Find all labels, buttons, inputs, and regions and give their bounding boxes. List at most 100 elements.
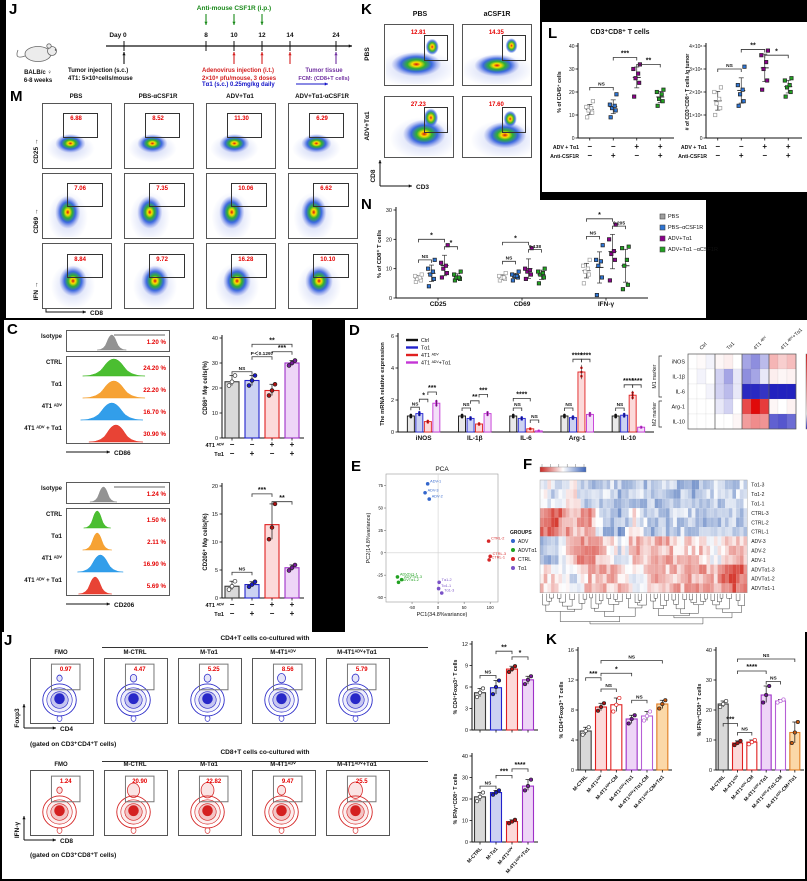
hist-row-label: 4T1 ᴬᴰⱽ: [41, 404, 62, 410]
svg-text:+: +: [611, 151, 616, 160]
panel-L-title: CD3⁺CD8⁺ T cells: [590, 29, 650, 36]
svg-text:4T1 ᴬᴰⱽ: 4T1 ᴬᴰⱽ: [205, 601, 224, 609]
svg-text:Ctrl: Ctrl: [421, 338, 429, 344]
svg-text:FMO: FMO: [54, 762, 68, 768]
svg-text:+: +: [290, 449, 295, 458]
svg-text:*: *: [450, 240, 453, 247]
cd4-cocultured-header: CD4+T cells co-cultured with: [220, 635, 310, 642]
contour-flow-plot: 5.79: [326, 658, 390, 724]
panel-bg-schema: [6, 0, 358, 88]
svg-text:IL-6: IL-6: [520, 435, 532, 442]
svg-text:40: 40: [706, 648, 712, 654]
gate-percentage: 11.30: [234, 116, 249, 123]
svg-text:Tα1: Tα1: [214, 452, 224, 458]
gate-percentage: 9.47: [281, 779, 294, 786]
panel-letter-N: N: [361, 196, 372, 213]
pca-plot: PCA -50 0 50 100 -50 -25 0 25 50 75 PC1(34.8%varian…: [366, 466, 506, 618]
pca-legend: GROUPS ADV ADVTα1 CTRL Tα1: [510, 530, 537, 572]
flow-plot: 12.81: [384, 24, 454, 86]
panel-letter-M: M: [10, 88, 23, 105]
svg-text:ADVTα1-1: ADVTα1-1: [400, 572, 418, 576]
svg-text:ADVTα1-3: ADVTα1-3: [404, 575, 422, 579]
svg-text:NS: NS: [485, 780, 492, 786]
svg-text:***: ***: [621, 51, 629, 58]
svg-text:5: 5: [215, 568, 218, 574]
svg-text:0: 0: [215, 436, 218, 442]
panelJ2-deco: FMO FMO M-CTRL M-CTRL M-Tα1 M-Tα1 M-4T1ᴬᴰⱽ M-4T…: [14, 648, 378, 845]
chart-K2-ifng-cd8: 0 10 20 30 40 % IFNγ⁺CD8⁺ T cells *** NS **** NS N…: [697, 647, 804, 810]
cd8-header-line: [102, 761, 428, 762]
hist-row-label: 4T1 ᴬᴰⱽ: [41, 556, 62, 562]
flowK-deco: PBS aCSF1R PBS ADV+Tα1 CD8 CD3: [364, 11, 510, 191]
svg-text:2.11 %: 2.11 %: [147, 539, 166, 546]
svg-text:IFN-γ: IFN-γ: [598, 301, 615, 308]
svg-text:ADVTα1-1: ADVTα1-1: [751, 586, 775, 592]
svg-text:100: 100: [487, 605, 495, 610]
flow-plot: 27.23: [384, 96, 454, 158]
svg-text:****: ****: [516, 392, 527, 399]
svg-text:20: 20: [569, 90, 575, 96]
svg-text:+: +: [634, 142, 639, 151]
gate-percentage: 5.79: [355, 667, 368, 674]
svg-text:*: *: [775, 48, 778, 55]
svg-text:# of CD3⁺CD8⁺ T cells /g tumor: # of CD3⁺CD8⁺ T cells /g tumor: [685, 54, 691, 131]
svg-text:Tα1 (s.c.) 0.25mg/kg daily: Tα1 (s.c.) 0.25mg/kg daily: [202, 82, 275, 88]
svg-text:FMO: FMO: [54, 650, 68, 656]
gate-percentage: 0.97: [59, 667, 72, 674]
svg-text:CD206⁺ Mφ cells(%): CD206⁺ Mφ cells(%): [202, 513, 209, 570]
svg-text:12: 12: [462, 642, 468, 648]
svg-text:ADV-2: ADV-2: [432, 495, 443, 499]
svg-text:30: 30: [386, 208, 392, 214]
svg-text:14: 14: [286, 32, 294, 39]
svg-text:ADVTα1-3: ADVTα1-3: [751, 567, 775, 573]
svg-text:***: ***: [726, 717, 734, 724]
svg-text:Anti-CSF1R: Anti-CSF1R: [550, 154, 579, 160]
svg-text:NS: NS: [741, 727, 748, 733]
svg-text:IL-10: IL-10: [672, 420, 685, 426]
svg-text:Arg-1: Arg-1: [569, 435, 586, 442]
gated-cd8-note: (gated on CD3⁺CD8⁺T cells): [30, 852, 117, 859]
gate-percentage: 12.81: [410, 30, 426, 37]
svg-text:Tα1-1: Tα1-1: [441, 584, 451, 588]
svg-text:0.205: 0.205: [613, 220, 625, 226]
svg-text:CD25: CD25: [430, 301, 447, 308]
svg-text:−: −: [739, 142, 744, 151]
svg-text:20: 20: [212, 484, 218, 490]
svg-text:−: −: [611, 142, 616, 151]
svg-text:CD8: CD8: [370, 169, 377, 182]
svg-text:+: +: [658, 151, 663, 160]
svg-text:Day 0: Day 0: [109, 32, 127, 39]
gate-percentage: 25.5: [355, 779, 368, 786]
svg-text:M2 marker: M2 marker: [652, 402, 658, 426]
svg-text:ADV+Tα1 –αCSF1R: ADV+Tα1 –αCSF1R: [668, 247, 718, 253]
svg-text:ADV+Tα1: ADV+Tα1: [668, 236, 692, 242]
svg-text:Ctrl: Ctrl: [699, 342, 709, 352]
svg-text:CD69: CD69: [514, 301, 531, 308]
svg-text:**: **: [750, 43, 756, 50]
svg-text:−: −: [634, 151, 639, 160]
svg-text:CTRL-3: CTRL-3: [751, 511, 769, 517]
svg-text:CTRL-1: CTRL-1: [751, 530, 769, 536]
svg-text:M-4T1ᴬᴰⱽ: M-4T1ᴬᴰⱽ: [270, 760, 296, 768]
svg-text:10: 10: [462, 819, 468, 825]
flow-plot: 17.60: [462, 96, 532, 158]
svg-text:**: **: [269, 337, 275, 344]
svg-text:M-4T1ᴬᴰⱽ+Tα1: M-4T1ᴬᴰⱽ+Tα1: [337, 648, 377, 656]
gate-percentage: 17.60: [488, 102, 504, 109]
hist-row-label: Isotype: [40, 334, 62, 340]
gate-percentage: 6.62: [320, 186, 332, 193]
svg-text:30: 30: [569, 67, 575, 73]
svg-text:40: 40: [212, 336, 218, 342]
svg-text:PBS–αCSF1R: PBS–αCSF1R: [668, 225, 703, 231]
chart-cd86-bar: 0 10 20 30 40 CD86⁺ Mφ cells(%) NS P＜0.1297 ****…: [202, 335, 304, 458]
svg-text:***: ***: [479, 388, 487, 395]
panel-letter-F: F: [523, 456, 533, 473]
svg-text:10: 10: [706, 738, 712, 744]
flow-plot: 10.10: [288, 243, 358, 309]
svg-text:20: 20: [212, 386, 218, 392]
svg-text:M-CTRL: M-CTRL: [124, 650, 147, 656]
flow-plot: 16.28: [206, 243, 276, 309]
svg-text:NS: NS: [628, 655, 635, 661]
svg-text:+: +: [290, 600, 295, 609]
